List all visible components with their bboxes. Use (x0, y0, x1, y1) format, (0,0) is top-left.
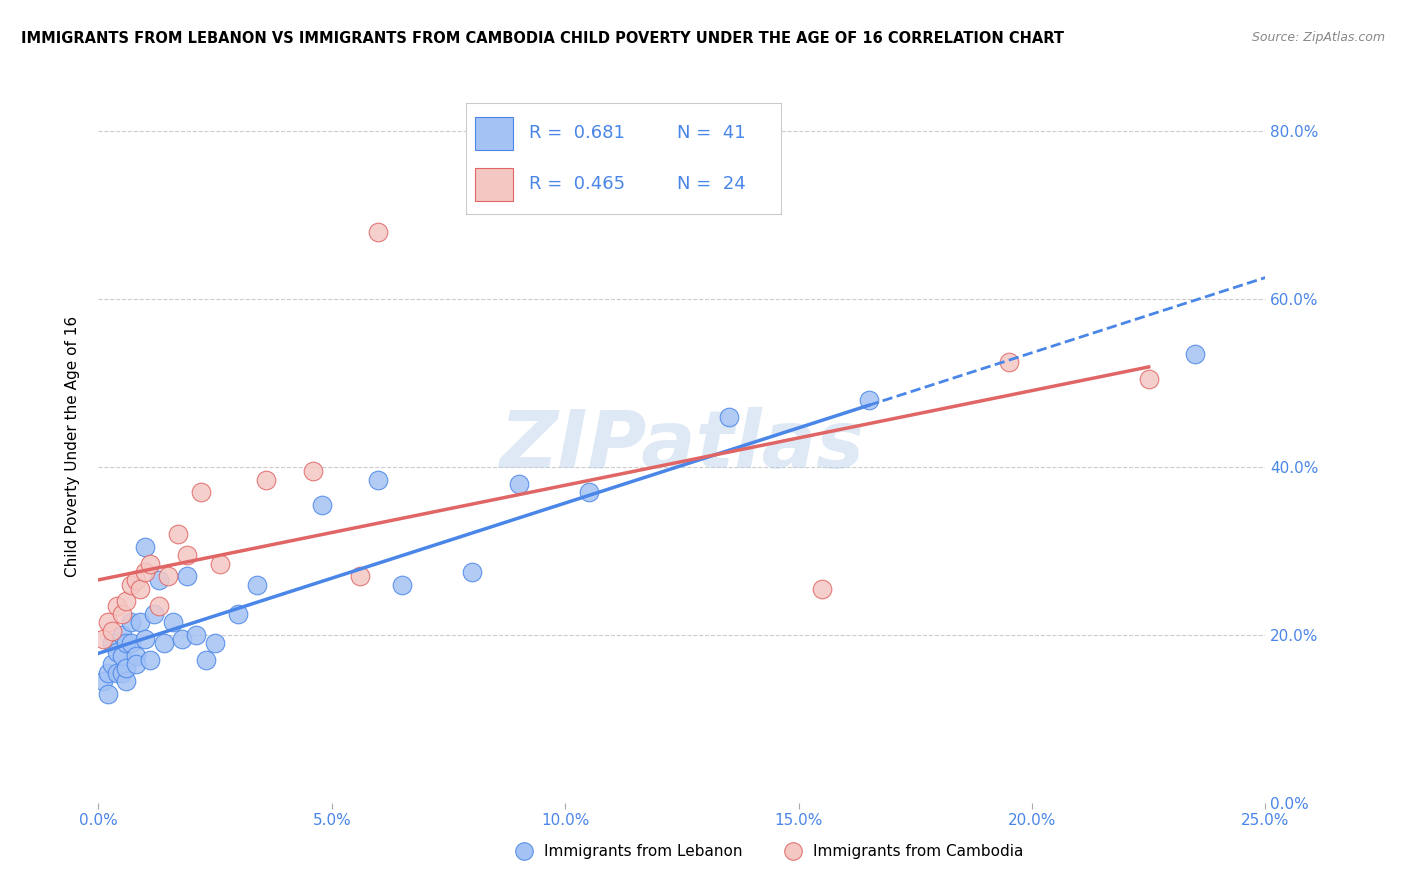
Text: Immigrants from Cambodia: Immigrants from Cambodia (813, 844, 1024, 859)
Point (166, 527, 188, 541)
Point (125, 648, 148, 663)
Point (391, 577, 413, 591)
Point (111, 648, 134, 663)
Point (208, 557, 231, 571)
Point (997, 355, 1019, 369)
Y-axis label: Child Poverty Under the Age of 16: Child Poverty Under the Age of 16 (65, 316, 80, 576)
Point (97, 615, 120, 630)
Point (120, 636, 142, 650)
Point (152, 636, 174, 650)
Point (1184, 346, 1206, 360)
Point (194, 653, 217, 667)
Point (115, 636, 138, 650)
Point (148, 574, 170, 588)
Point (811, 582, 834, 596)
Point (228, 607, 250, 621)
Point (134, 632, 156, 646)
Point (101, 636, 124, 650)
Point (157, 569, 180, 583)
Point (101, 657, 124, 672)
Point (858, 392, 880, 407)
Point (134, 540, 156, 554)
Point (111, 665, 134, 680)
Point (162, 615, 184, 630)
Point (134, 565, 156, 579)
Point (1137, 372, 1160, 386)
Point (129, 582, 152, 596)
Point (349, 569, 371, 583)
Point (91, 674, 114, 689)
Point (578, 485, 600, 500)
Point (105, 665, 128, 680)
Point (172, 632, 194, 646)
Point (115, 674, 138, 689)
Text: Immigrants from Lebanon: Immigrants from Lebanon (544, 844, 742, 859)
Point (176, 569, 198, 583)
Point (120, 615, 142, 630)
Point (115, 661, 138, 675)
Point (143, 607, 166, 621)
Point (311, 498, 333, 512)
Point (129, 615, 152, 630)
Text: ZIPatlas: ZIPatlas (499, 407, 865, 485)
Point (461, 565, 484, 579)
Point (367, 473, 389, 487)
Point (111, 628, 134, 642)
Text: IMMIGRANTS FROM LEBANON VS IMMIGRANTS FROM CAMBODIA CHILD POVERTY UNDER THE AGE : IMMIGRANTS FROM LEBANON VS IMMIGRANTS FR… (21, 31, 1064, 46)
Point (186, 628, 208, 642)
Point (176, 548, 198, 562)
Point (256, 473, 278, 487)
Point (111, 607, 134, 621)
Point (204, 636, 226, 650)
Point (125, 657, 148, 672)
Point (97, 687, 120, 701)
Point (508, 476, 530, 491)
Point (302, 464, 325, 478)
Text: Source: ZipAtlas.com: Source: ZipAtlas.com (1251, 31, 1385, 45)
Point (105, 599, 128, 613)
Point (91, 632, 114, 646)
Point (120, 577, 142, 591)
Point (148, 599, 170, 613)
Point (101, 624, 124, 638)
Point (139, 557, 162, 571)
Point (139, 653, 162, 667)
Point (115, 594, 138, 608)
Point (125, 574, 148, 588)
Point (246, 577, 269, 591)
Point (105, 645, 128, 659)
Point (190, 485, 212, 500)
Point (717, 409, 740, 424)
Point (97, 665, 120, 680)
Point (367, 225, 389, 239)
